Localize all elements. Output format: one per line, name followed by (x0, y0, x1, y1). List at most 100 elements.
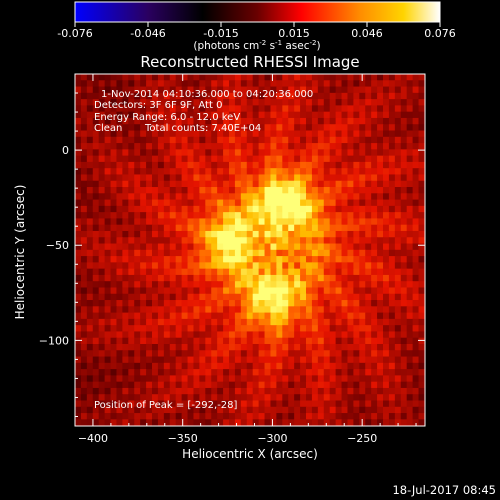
heatmap-cell (110, 193, 118, 201)
heatmap-cell (335, 419, 343, 426)
heatmap-cell (211, 174, 218, 182)
heatmap-cell (240, 149, 248, 157)
heatmap-cell (418, 262, 425, 270)
heatmap-cell (122, 293, 129, 301)
heatmap-cell (169, 168, 177, 176)
heatmap-cell (187, 205, 195, 213)
heatmap-cell (371, 262, 378, 270)
heatmap-cell (104, 212, 112, 220)
heatmap-cell (104, 381, 112, 389)
heatmap-cell (134, 130, 141, 138)
heatmap-cell (75, 180, 82, 188)
heatmap-cell (306, 419, 313, 426)
heatmap-cell (418, 149, 425, 157)
heatmap-cell (116, 343, 123, 351)
heatmap-cell (264, 174, 272, 182)
heatmap-cell (418, 249, 425, 257)
heatmap-cell (418, 293, 425, 301)
heatmap-cell (157, 268, 165, 276)
heatmap-cell (264, 224, 272, 232)
heatmap-cell (223, 99, 230, 106)
heatmap-cell (199, 356, 206, 364)
heatmap-cell (122, 237, 129, 245)
heatmap-cell (134, 256, 141, 263)
heatmap-cell (116, 369, 123, 376)
heatmap-cell (270, 130, 277, 138)
heatmap-cell (157, 419, 165, 426)
heatmap-cell (353, 268, 360, 276)
heatmap-cell (323, 74, 331, 81)
heatmap-cell (205, 80, 212, 88)
heatmap-cell (116, 249, 123, 257)
heatmap-cell (317, 111, 325, 119)
heatmap-cell (270, 155, 277, 163)
heatmap-cell (175, 205, 183, 213)
heatmap-cell (152, 331, 159, 339)
heatmap-cell (240, 99, 248, 106)
heatmap-cell (365, 287, 372, 295)
heatmap-cell (116, 281, 123, 289)
heatmap-cell (276, 331, 283, 339)
colorbar-unit-label: (photons cm-2 s-1 asec-2) (193, 39, 320, 52)
heatmap-cell (240, 230, 248, 238)
heatmap-cell (353, 149, 360, 157)
heatmap-cell (317, 180, 325, 188)
heatmap-cell (98, 99, 106, 106)
heatmap-cell (80, 243, 88, 251)
heatmap-image (75, 74, 425, 426)
heatmap-cell (252, 237, 260, 245)
heatmap-cell (383, 369, 390, 376)
heatmap-cell (157, 168, 165, 176)
heatmap-cell (229, 306, 236, 314)
heatmap-cell (181, 306, 189, 314)
heatmap-cell (128, 274, 135, 282)
heatmap-cell (217, 80, 224, 88)
heatmap-cell (335, 381, 343, 389)
heatmap-cell (175, 168, 183, 176)
heatmap-cell (75, 161, 82, 169)
heatmap-cell (223, 362, 230, 370)
heatmap-cell (377, 356, 384, 364)
heatmap-cell (169, 262, 177, 270)
heatmap-cell (276, 325, 283, 333)
heatmap-cell (187, 350, 195, 358)
heatmap-cell (300, 381, 307, 389)
heatmap-cell (347, 331, 354, 339)
heatmap-cell (217, 168, 224, 176)
heatmap-cell (187, 80, 195, 88)
heatmap-cell (377, 256, 384, 263)
heatmap-cell (234, 274, 242, 282)
heatmap-cell (175, 99, 183, 106)
heatmap-cell (400, 318, 408, 326)
heatmap-cell (394, 331, 402, 339)
heatmap-cell (258, 413, 266, 420)
heatmap-cell (406, 111, 414, 119)
heatmap-cell (193, 180, 200, 188)
heatmap-cell (264, 168, 272, 176)
heatmap-cell (187, 300, 195, 307)
heatmap-cell (306, 387, 313, 395)
heatmap-cell (181, 86, 189, 94)
heatmap-cell (394, 80, 402, 88)
heatmap-cell (276, 80, 283, 88)
heatmap-cell (163, 331, 171, 339)
heatmap-cell (199, 256, 206, 263)
heatmap-cell (418, 136, 425, 144)
heatmap-cell (199, 394, 206, 402)
heatmap-cell (412, 86, 420, 94)
heatmap-cell (163, 136, 171, 144)
heatmap-cell (412, 180, 420, 188)
heatmap-cell (412, 293, 420, 301)
heatmap-cell (282, 325, 289, 333)
heatmap-cell (98, 168, 106, 176)
heatmap-cell (229, 149, 236, 157)
heatmap-cell (211, 111, 218, 119)
heatmap-cell (134, 318, 141, 326)
heatmap-cell (223, 387, 230, 395)
heatmap-cell (240, 419, 248, 426)
heatmap-cell (205, 168, 212, 176)
heatmap-cell (400, 199, 408, 207)
heatmap-cell (92, 161, 100, 169)
heatmap-cell (86, 325, 94, 333)
heatmap-cell (116, 256, 123, 263)
